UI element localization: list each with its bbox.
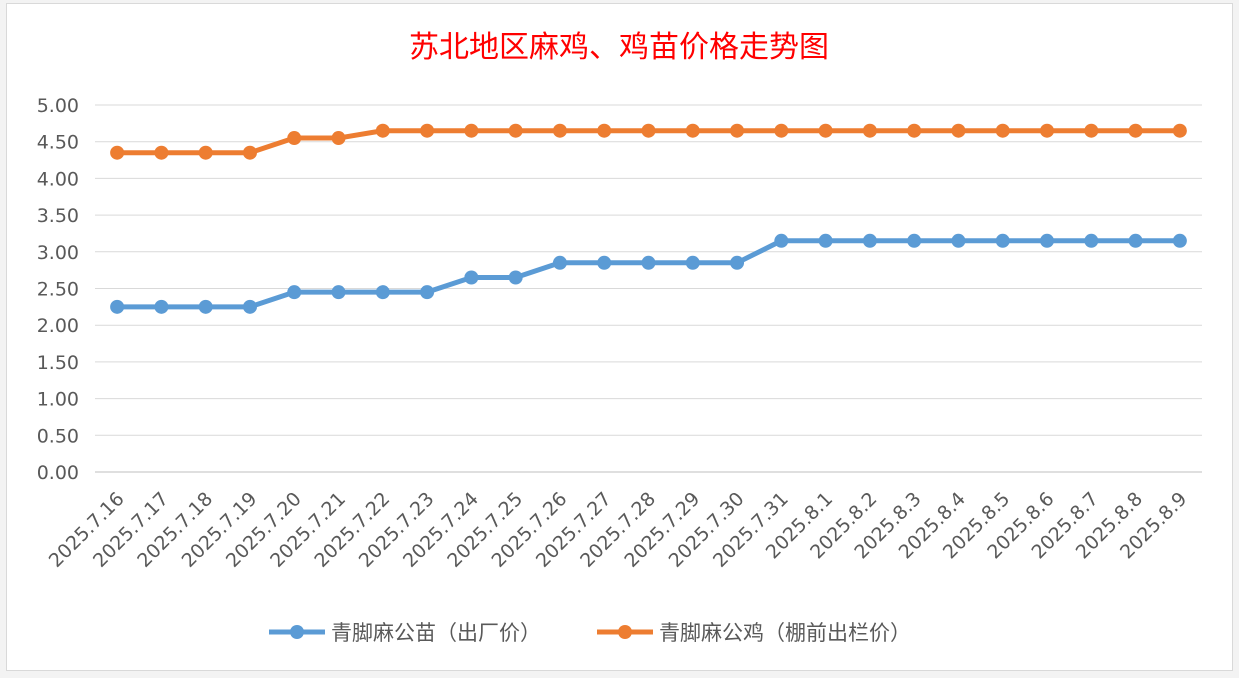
data-point <box>508 270 523 285</box>
y-axis-ticks: 0.00 0.50 1.00 1.50 2.00 2.50 3.00 3.50 4.00 4.50… <box>37 95 79 484</box>
data-point <box>862 123 877 138</box>
legend-label: 青脚麻公鸡（棚前出栏价） <box>659 621 911 645</box>
data-point <box>951 233 966 248</box>
data-point <box>331 131 346 146</box>
legend-label: 青脚麻公苗（出厂价） <box>331 621 541 645</box>
data-point <box>685 123 700 138</box>
data-point <box>110 145 125 160</box>
y-tick-label: 3.00 <box>37 242 79 264</box>
data-point <box>1128 233 1143 248</box>
series-line <box>114 238 1183 310</box>
data-point <box>730 255 745 270</box>
data-point <box>287 131 302 146</box>
data-point <box>198 299 213 314</box>
data-point <box>375 285 390 300</box>
data-point <box>375 123 390 138</box>
legend-item: 青脚麻公苗（出厂价） <box>269 621 541 645</box>
data-point <box>242 145 257 160</box>
gridlines <box>95 104 1202 473</box>
data-point <box>552 255 567 270</box>
series-1 <box>110 233 1187 314</box>
series-group <box>110 123 1187 314</box>
data-point <box>464 270 479 285</box>
y-tick-label: 3.50 <box>37 205 79 227</box>
data-point <box>862 233 877 248</box>
data-point <box>774 233 789 248</box>
line-chart: 苏北地区麻鸡、鸡苗价格走势图 0.00 0.50 1.00 1.50 2.00 2.50 3… <box>37 30 1202 645</box>
data-point <box>1040 233 1055 248</box>
legend: 青脚麻公苗（出厂价） 青脚麻公鸡（棚前出栏价） <box>269 621 911 645</box>
data-point <box>641 123 656 138</box>
data-point <box>154 145 169 160</box>
data-point <box>1128 123 1143 138</box>
x-axis-ticks: 2025.7.162025.7.172025.7.182025.7.192025… <box>45 488 1192 572</box>
data-point <box>597 123 612 138</box>
data-point <box>552 123 567 138</box>
y-tick-label: 1.00 <box>37 389 79 411</box>
data-point <box>1172 123 1187 138</box>
legend-marker <box>618 625 632 639</box>
data-point <box>1084 233 1099 248</box>
data-point <box>951 123 966 138</box>
y-tick-label: 2.50 <box>37 279 79 301</box>
y-tick-label: 4.50 <box>37 132 79 154</box>
data-point <box>110 299 125 314</box>
legend-item: 青脚麻公鸡（棚前出栏价） <box>597 621 911 645</box>
data-point <box>907 123 922 138</box>
chart-title: 苏北地区麻鸡、鸡苗价格走势图 <box>409 30 829 65</box>
data-point <box>420 123 435 138</box>
series-2 <box>110 123 1187 160</box>
data-point <box>508 123 523 138</box>
y-tick-label: 0.00 <box>37 462 79 484</box>
data-point <box>464 123 479 138</box>
y-tick-label: 2.00 <box>37 315 79 337</box>
data-point <box>1084 123 1099 138</box>
data-point <box>685 255 700 270</box>
legend-marker <box>290 625 304 639</box>
data-point <box>641 255 656 270</box>
data-point <box>287 285 302 300</box>
data-point <box>730 123 745 138</box>
data-point <box>597 255 612 270</box>
data-point <box>420 285 435 300</box>
y-tick-label: 4.00 <box>37 168 79 190</box>
data-point <box>198 145 213 160</box>
data-point <box>1172 233 1187 248</box>
data-point <box>907 233 922 248</box>
data-point <box>818 123 833 138</box>
data-point <box>995 123 1010 138</box>
chart-area: 苏北地区麻鸡、鸡苗价格走势图 0.00 0.50 1.00 1.50 2.00 2.50 3… <box>6 3 1233 671</box>
data-point <box>331 285 346 300</box>
data-point <box>154 299 169 314</box>
data-point <box>1040 123 1055 138</box>
y-tick-label: 1.50 <box>37 352 79 374</box>
data-point <box>774 123 789 138</box>
data-point <box>242 299 257 314</box>
y-tick-label: 0.50 <box>37 425 79 447</box>
y-tick-label: 5.00 <box>37 95 79 117</box>
data-point <box>818 233 833 248</box>
data-point <box>995 233 1010 248</box>
